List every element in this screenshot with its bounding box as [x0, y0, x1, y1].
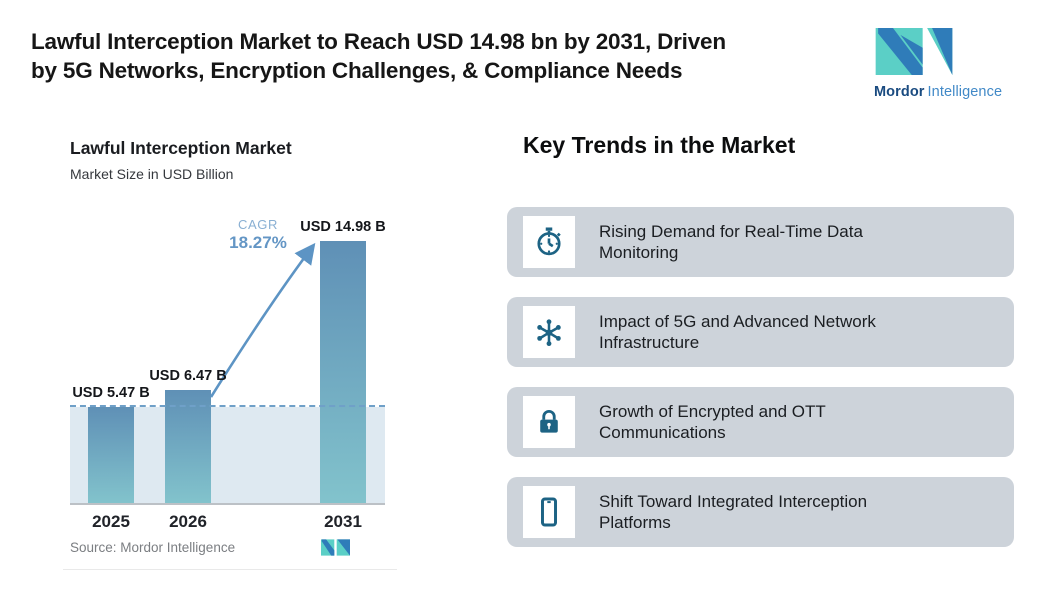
- x-axis-label: 2025: [92, 512, 130, 531]
- plot-area: USD 5.47 B 2025 USD 6.47 B 2026 USD 14.98 B 2…: [70, 200, 386, 531]
- bar-value-label: USD 5.47 B: [72, 385, 150, 401]
- smartphone-icon: [523, 486, 575, 538]
- trend-card-text: Shift Toward Integrated Interception Pla…: [599, 491, 868, 533]
- network-icon: [523, 306, 575, 358]
- bar-value-label: USD 6.47 B: [149, 368, 227, 384]
- chart-title: Lawful Interception Market: [70, 138, 292, 158]
- brand-name-primary: Mordor: [874, 84, 925, 100]
- brand-name-secondary: Intelligence: [927, 84, 1003, 100]
- lock-icon: [523, 396, 575, 448]
- trend-card-text: Growth of Encrypted and OTT Communicatio…: [599, 401, 826, 443]
- trend-card-2: Impact of 5G and Advanced Network Infras…: [507, 297, 1014, 367]
- cagr-label: CAGR: [238, 217, 278, 232]
- page-title-line1: Lawful Interception Market to Reach USD …: [31, 29, 726, 54]
- x-axis-label: 2031: [324, 512, 362, 531]
- trend-card-1: Rising Demand for Real-Time Data Monitor…: [507, 207, 1014, 277]
- cagr-value: 18.27%: [229, 233, 287, 252]
- trend-card-4: Shift Toward Integrated Interception Pla…: [507, 477, 1014, 547]
- page-title-line2: by 5G Networks, Encryption Challenges, &…: [31, 57, 683, 83]
- source-row: Source: Mordor Intelligence: [70, 539, 385, 556]
- cagr-annotation: CAGR 18.27%: [222, 217, 294, 253]
- source-text: Source: Mordor Intelligence: [70, 540, 236, 555]
- page-title: Lawful Interception Market to Reach USD …: [31, 28, 871, 85]
- mordor-footer-logo-icon: [321, 539, 350, 556]
- trend-card-text: Rising Demand for Real-Time Data Monitor…: [599, 221, 863, 263]
- bar-2025: [88, 407, 134, 503]
- x-axis-label: 2026: [169, 512, 207, 531]
- trend-card-3: Growth of Encrypted and OTT Communicatio…: [507, 387, 1014, 457]
- trend-card-text: Impact of 5G and Advanced Network Infras…: [599, 311, 876, 353]
- bar-2026: [165, 390, 211, 503]
- growth-arrow-icon: [209, 242, 316, 398]
- mordor-logo-mark-icon: [875, 28, 953, 75]
- brand-wordmark: Mordor Intelligence: [874, 84, 1002, 100]
- bar-value-label: USD 14.98 B: [300, 219, 386, 235]
- stopwatch-icon: [523, 216, 575, 268]
- bar-2031: [320, 241, 366, 503]
- chart-bottom-divider: [63, 569, 397, 570]
- trend-cards: Rising Demand for Real-Time Data Monitor…: [507, 207, 1014, 547]
- trends-heading: Key Trends in the Market: [523, 132, 796, 158]
- baseline-dashed-line: [70, 405, 385, 407]
- brand-logo: Mordor Intelligence: [874, 28, 1002, 100]
- chart-subtitle: Market Size in USD Billion: [70, 166, 234, 182]
